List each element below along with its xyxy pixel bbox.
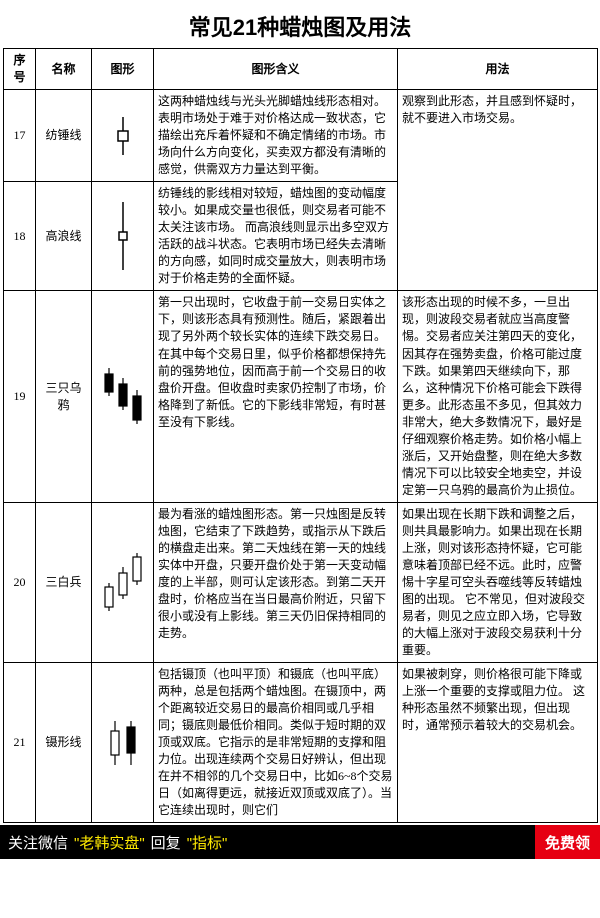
page-root: 常见21种蜡烛图及用法 序号 名称 图形 图形含义 用法 17 纺锤线 <box>0 0 600 859</box>
cell-shape <box>92 502 154 662</box>
cell-name: 三白兵 <box>36 502 92 662</box>
cell-usage: 如果出现在长期下跌和调整之后，则共具最影响力。如果出现在长期上涨，则对该形态持怀… <box>398 502 598 662</box>
cell-name: 三只乌鸦 <box>36 291 92 502</box>
col-name: 名称 <box>36 49 92 90</box>
table-row: 17 纺锤线 这两种蜡烛线与光头光脚蜡烛线形态相对。表明市场处于难于对价格达成一… <box>4 90 598 182</box>
cell-num: 20 <box>4 502 36 662</box>
spinning-top-icon <box>108 111 138 161</box>
table-row: 19 三只乌鸦 第一只出现时，它收盘于前一交易日实体之下 <box>4 291 598 502</box>
cell-meaning: 这两种蜡烛线与光头光脚蜡烛线形态相对。表明市场处于难于对价格达成一致状态，它描绘… <box>154 90 398 182</box>
cell-shape <box>92 663 154 823</box>
col-usage: 用法 <box>398 49 598 90</box>
cell-usage: 如果被刺穿，则价格很可能下降或上涨一个重要的支撑或阻力位。 这种形态虽然不频繁出… <box>398 663 598 823</box>
col-shape: 图形 <box>92 49 154 90</box>
cell-meaning: 第一只出现时，它收盘于前一交易日实体之下，则该形态具有预测性。随后，紧跟着出现了… <box>154 291 398 502</box>
footer-text: 关注微信 "老韩实盘" 回复 "指标" <box>0 825 535 859</box>
three-crows-icon <box>99 362 147 432</box>
cell-num: 21 <box>4 663 36 823</box>
cell-usage: 该形态出现的时候不多，一旦出现，则波段交易者就应当高度警惕。交易者应关注第四天的… <box>398 291 598 502</box>
footer-highlight: "老韩实盘" <box>68 832 151 853</box>
tweezers-icon <box>101 713 145 773</box>
cell-shape <box>92 182 154 291</box>
cell-meaning: 包括镊顶（也叫平顶）和镊底（也叫平底）两种，总是包括两个蜡烛图。在镊顶中，两个距… <box>154 663 398 823</box>
cell-name: 镊形线 <box>36 663 92 823</box>
three-soldiers-icon <box>99 547 147 617</box>
cell-num: 19 <box>4 291 36 502</box>
col-meaning: 图形含义 <box>154 49 398 90</box>
col-num: 序号 <box>4 49 36 90</box>
table-row: 21 镊形线 包括镊顶（也叫平顶）和镊底（也叫平底）两种，总是包括两个蜡烛图。在… <box>4 663 598 823</box>
cell-shape <box>92 90 154 182</box>
cell-shape <box>92 291 154 502</box>
footer-highlight2: "指标" <box>181 832 234 853</box>
cell-meaning: 纺锤线的影线相对较短，蜡烛图的变动幅度较小。如果成交量也很低，则交易者可能不太关… <box>154 182 398 291</box>
footer-cta[interactable]: 免费领 <box>535 825 600 859</box>
footer-prefix: 关注微信 <box>8 832 68 853</box>
high-wave-icon <box>108 200 138 272</box>
footer-mid: 回复 <box>151 832 181 853</box>
cell-num: 17 <box>4 90 36 182</box>
candle-table: 序号 名称 图形 图形含义 用法 17 纺锤线 这两种蜡烛线与光头光脚蜡烛线形态… <box>3 48 598 823</box>
footer-bar: 关注微信 "老韩实盘" 回复 "指标" 免费领 <box>0 825 600 859</box>
cell-meaning: 最为看涨的蜡烛图形态。第一只烛图是反转烛图，它结束了下跌趋势，或指示从下跌后的横… <box>154 502 398 662</box>
page-title: 常见21种蜡烛图及用法 <box>0 0 600 48</box>
table-row: 20 三白兵 最为看涨的蜡烛图形态。第一只烛图是反转烛图 <box>4 502 598 662</box>
cell-name: 纺锤线 <box>36 90 92 182</box>
cell-num: 18 <box>4 182 36 291</box>
cell-usage: 观察到此形态，并且感到怀疑时，就不要进入市场交易。 <box>398 90 598 291</box>
cell-name: 高浪线 <box>36 182 92 291</box>
table-header-row: 序号 名称 图形 图形含义 用法 <box>4 49 598 90</box>
